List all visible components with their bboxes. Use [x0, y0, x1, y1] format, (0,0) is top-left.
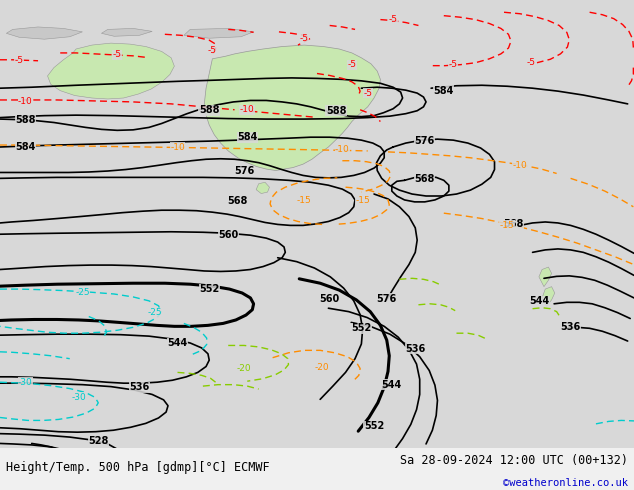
Text: 584: 584: [15, 142, 36, 152]
Text: 568: 568: [228, 196, 248, 206]
Text: 512: 512: [28, 453, 48, 463]
Text: 568: 568: [415, 174, 435, 184]
Text: -5: -5: [113, 50, 122, 59]
Text: 544: 544: [382, 380, 402, 390]
Polygon shape: [101, 28, 152, 36]
Text: -15: -15: [500, 221, 515, 230]
Text: -5: -5: [389, 15, 398, 24]
Text: -5: -5: [15, 56, 23, 65]
Text: -5: -5: [527, 58, 536, 67]
Text: -5: -5: [363, 89, 372, 98]
Bar: [0, 448, 634, 490]
Text: 560: 560: [218, 230, 238, 240]
Polygon shape: [256, 182, 269, 194]
Text: -30: -30: [18, 378, 33, 387]
Polygon shape: [48, 43, 174, 99]
Text: 552: 552: [364, 421, 384, 431]
Text: 584: 584: [434, 86, 454, 96]
Text: 576: 576: [415, 136, 435, 146]
Text: -10: -10: [18, 98, 33, 106]
Text: -30: -30: [72, 393, 87, 402]
Text: 588: 588: [199, 105, 219, 115]
Text: 552: 552: [199, 284, 219, 294]
Text: Sa 28-09-2024 12:00 UTC (00+132): Sa 28-09-2024 12:00 UTC (00+132): [399, 454, 628, 466]
Text: -10: -10: [335, 146, 350, 154]
Text: -25: -25: [75, 288, 90, 296]
Text: 584: 584: [237, 132, 257, 142]
Polygon shape: [539, 267, 552, 287]
Text: -5: -5: [448, 60, 457, 69]
Text: -15: -15: [297, 196, 312, 205]
Text: 544: 544: [167, 338, 188, 348]
Text: 536: 536: [405, 344, 425, 354]
Text: -5: -5: [300, 34, 309, 43]
Polygon shape: [542, 287, 555, 306]
Text: -25: -25: [148, 308, 163, 317]
Text: 576: 576: [234, 167, 254, 176]
Polygon shape: [204, 45, 380, 171]
Text: 536: 536: [129, 382, 150, 392]
Text: ©weatheronline.co.uk: ©weatheronline.co.uk: [503, 477, 628, 488]
Text: 536: 536: [560, 322, 581, 332]
Text: 552: 552: [351, 323, 372, 333]
Text: 576: 576: [377, 294, 397, 304]
Polygon shape: [184, 28, 254, 38]
Text: -5: -5: [347, 60, 356, 69]
Text: -5: -5: [208, 47, 217, 55]
Text: -20: -20: [236, 364, 252, 373]
Text: 568: 568: [503, 219, 524, 229]
Text: Height/Temp. 500 hPa [gdmp][°C] ECMWF: Height/Temp. 500 hPa [gdmp][°C] ECMWF: [6, 461, 270, 474]
Text: -10: -10: [170, 143, 185, 151]
Text: 560: 560: [320, 294, 340, 304]
Text: 588: 588: [326, 106, 346, 116]
Text: -10: -10: [240, 105, 255, 114]
Polygon shape: [6, 27, 82, 39]
Text: -10: -10: [512, 161, 527, 170]
Text: 528: 528: [88, 436, 108, 446]
Text: 520: 520: [60, 453, 80, 463]
Text: 544: 544: [529, 296, 549, 306]
Text: 588: 588: [15, 115, 36, 124]
Text: -20: -20: [314, 363, 330, 372]
Text: -15: -15: [355, 196, 370, 205]
